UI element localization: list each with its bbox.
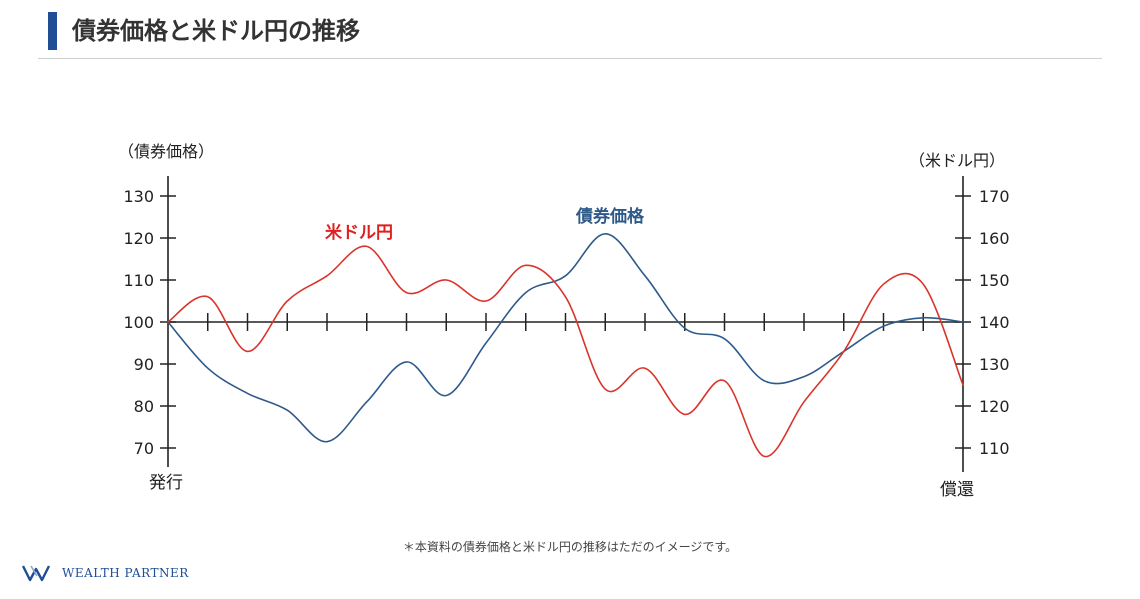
page-title: 債券価格と米ドル円の推移 (72, 17, 360, 45)
brand-logo: WEALTH PARTNER (22, 563, 189, 583)
left-axis-label: （債券価格） (118, 142, 214, 161)
left-tick-label-110: 110 (123, 271, 154, 290)
series-line-bond (167, 233, 964, 443)
right-tick-label-160: 160 (979, 229, 1010, 248)
right-tick-label-170: 170 (979, 187, 1010, 206)
wealth-partner-logo-icon (22, 565, 51, 582)
right-tick-label-140: 140 (979, 313, 1010, 332)
x-start-label: 発行 (149, 473, 183, 493)
left-tick-label-120: 120 (123, 229, 154, 248)
left-tick-label-90: 90 (134, 355, 154, 374)
left-tick-label-70: 70 (134, 439, 154, 458)
right-axis-label: （米ドル円） (909, 151, 1005, 170)
series-label-usdjpy: 米ドル円 (325, 222, 393, 243)
left-tick-label-130: 130 (123, 187, 154, 206)
x-end-label: 償還 (940, 480, 974, 500)
title-divider (38, 58, 1102, 59)
series-line-usdjpy (167, 245, 964, 458)
left-tick-label-80: 80 (134, 397, 154, 416)
left-tick-label-100: 100 (123, 313, 154, 332)
right-tick-label-150: 150 (979, 271, 1010, 290)
footnote: ＊本資料の債券価格と米ドル円の推移はただのイメージです。 (402, 540, 738, 554)
right-tick-label-120: 120 (979, 397, 1010, 416)
series-label-bond: 債券価格 (575, 206, 645, 227)
right-tick-label-130: 130 (979, 355, 1010, 374)
brand-name: WEALTH PARTNER (62, 566, 189, 580)
right-tick-label-110: 110 (979, 439, 1010, 458)
title-accent-bar (48, 12, 57, 50)
